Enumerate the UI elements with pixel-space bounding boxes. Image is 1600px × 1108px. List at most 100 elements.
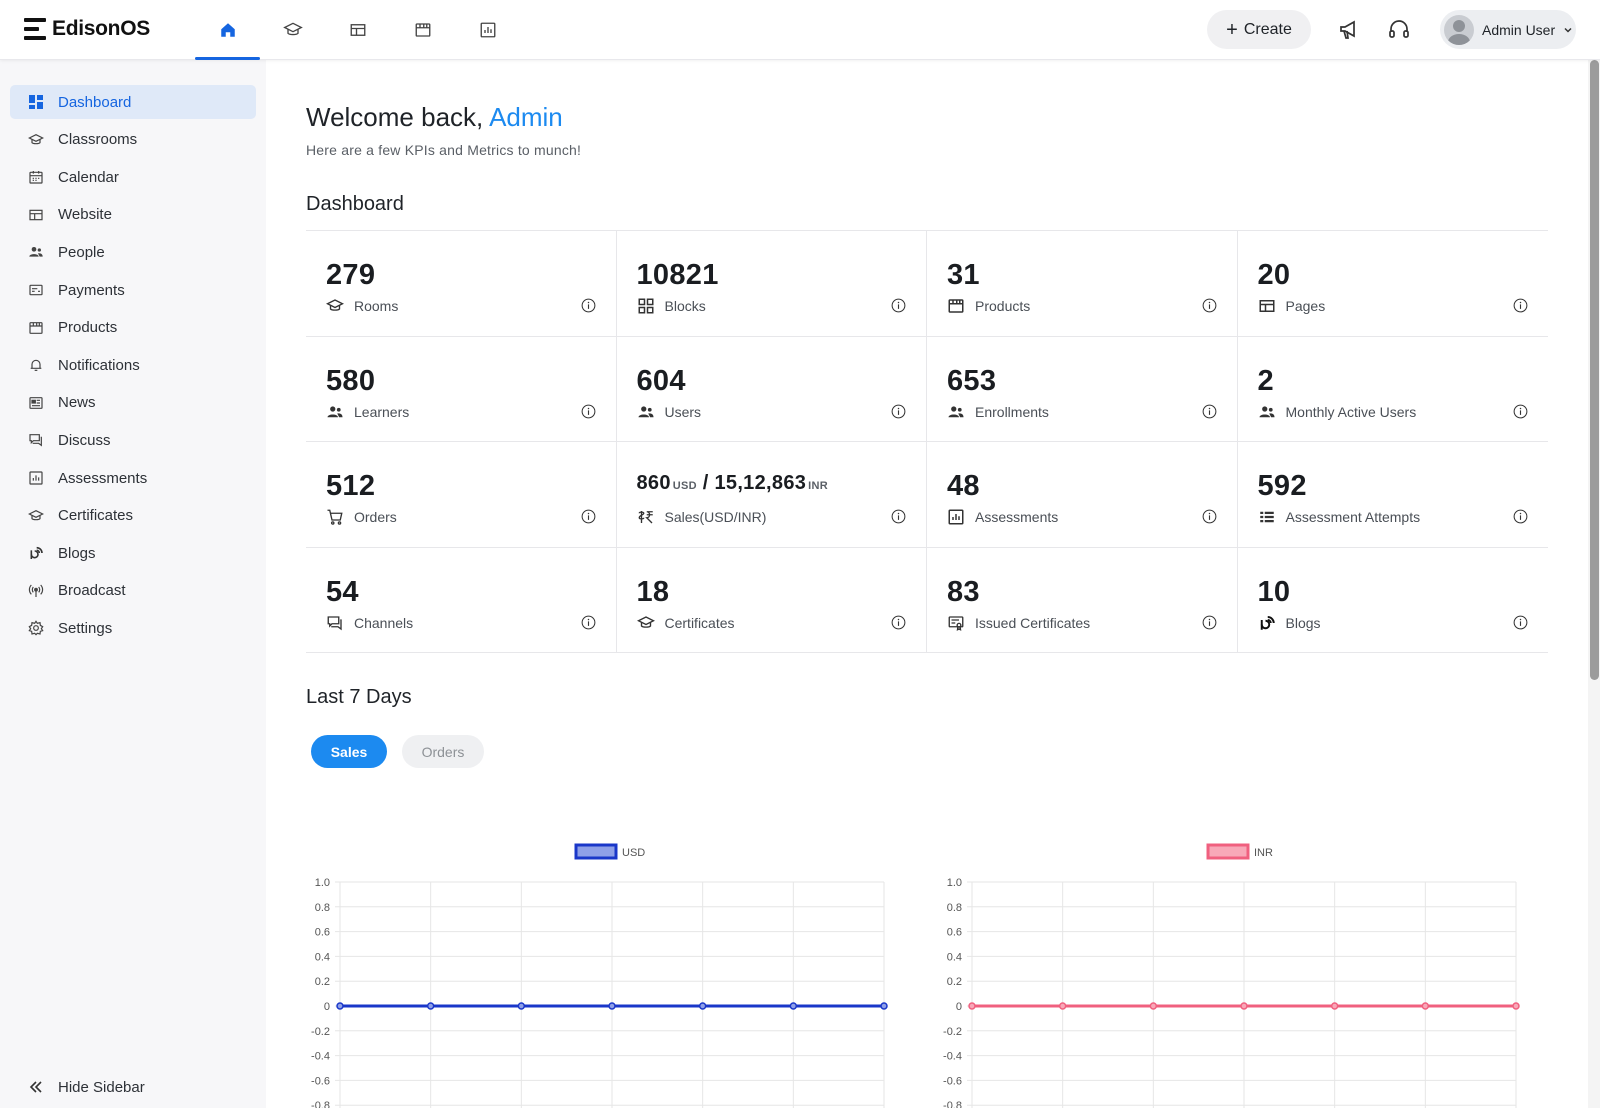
info-icon[interactable] bbox=[891, 298, 906, 313]
sidebar-item-certificates[interactable]: Certificates bbox=[10, 499, 256, 533]
sidebar-item-label: Website bbox=[58, 206, 112, 224]
graduation-cap-icon bbox=[282, 22, 303, 36]
sidebar-item-news[interactable]: News bbox=[10, 386, 256, 420]
kpi-grid: 279 Rooms 10821 Blocks 31 Products 20 Pa… bbox=[306, 230, 1548, 653]
data-point bbox=[517, 1002, 526, 1010]
info-icon[interactable] bbox=[891, 615, 906, 630]
data-point bbox=[1058, 1002, 1067, 1010]
kpi-card[interactable]: 10821 Blocks bbox=[616, 231, 927, 337]
y-tick-label: -0.2 bbox=[943, 1026, 962, 1038]
sidebar-item-website[interactable]: Website bbox=[10, 198, 256, 232]
info-icon[interactable] bbox=[1202, 404, 1217, 419]
info-icon[interactable] bbox=[1202, 615, 1217, 630]
sidebar-item-label: Settings bbox=[58, 619, 113, 637]
chat-icon bbox=[29, 434, 42, 447]
legend-label: INR bbox=[1254, 847, 1273, 859]
bar-chart-icon bbox=[480, 22, 495, 38]
info-icon[interactable] bbox=[1513, 404, 1528, 419]
info-icon[interactable] bbox=[1202, 298, 1217, 313]
top-bar: EdisonOS + Create Admin User bbox=[0, 0, 1600, 60]
sidebar-item-label: Products bbox=[58, 319, 118, 337]
y-tick-label: 0.2 bbox=[315, 976, 330, 988]
kpi-card[interactable]: 279 Rooms bbox=[306, 231, 617, 337]
user-menu[interactable]: Admin User bbox=[1440, 10, 1576, 49]
headset-icon[interactable] bbox=[1387, 18, 1411, 42]
topnav-classrooms[interactable] bbox=[260, 0, 325, 60]
dashboard-icon bbox=[29, 95, 43, 109]
calendar-icon bbox=[29, 171, 43, 184]
kpi-card[interactable]: 2 Monthly Active Users bbox=[1237, 337, 1548, 442]
hide-sidebar-button[interactable]: Hide Sidebar bbox=[10, 1070, 256, 1104]
sidebar-item-label: Discuss bbox=[58, 431, 111, 449]
data-point bbox=[336, 1002, 344, 1010]
create-button[interactable]: + Create bbox=[1207, 10, 1311, 49]
kpi-card[interactable]: 18 Certificates bbox=[616, 547, 927, 653]
sidebar-item-dashboard[interactable]: Dashboard bbox=[10, 85, 256, 119]
avatar bbox=[1444, 14, 1474, 45]
info-icon[interactable] bbox=[581, 509, 596, 524]
news-icon bbox=[29, 396, 43, 409]
kpi-label: Orders bbox=[354, 509, 397, 525]
topnav-reports[interactable] bbox=[455, 0, 520, 60]
people-icon bbox=[29, 247, 43, 258]
info-icon[interactable] bbox=[891, 509, 906, 524]
info-icon[interactable] bbox=[581, 404, 596, 419]
info-icon[interactable] bbox=[581, 298, 596, 313]
sidebar-item-label: Assessments bbox=[58, 469, 148, 487]
kpi-card[interactable]: 512 Orders bbox=[306, 442, 617, 548]
graduation-cap-icon bbox=[28, 133, 44, 144]
info-icon[interactable] bbox=[1513, 298, 1528, 313]
kpi-card[interactable]: 653 Enrollments bbox=[927, 336, 1238, 442]
sidebar-item-broadcast[interactable]: Broadcast bbox=[10, 574, 256, 608]
topnav-home[interactable] bbox=[195, 0, 260, 60]
sidebar-item-blogs[interactable]: Blogs bbox=[10, 536, 256, 570]
y-tick-label: -0.6 bbox=[943, 1075, 962, 1087]
info-icon[interactable] bbox=[1513, 615, 1528, 630]
sidebar-item-assessments[interactable]: Assessments bbox=[10, 461, 256, 495]
info-icon[interactable] bbox=[1202, 509, 1217, 524]
megaphone-icon[interactable] bbox=[1337, 18, 1361, 42]
info-icon[interactable] bbox=[1513, 509, 1528, 524]
info-icon[interactable] bbox=[581, 615, 596, 630]
sidebar-item-people[interactable]: People bbox=[10, 235, 256, 269]
kpi-card[interactable]: 860 USD / 15,12,863 INR Sales(USD/INR) bbox=[616, 442, 927, 548]
inr-sales-chart: 1.00.80.60.40.20-0.2-0.4-0.6-0.8-1.0Fri,… bbox=[938, 790, 1558, 1108]
sidebar-item-classrooms[interactable]: Classrooms bbox=[10, 123, 256, 157]
data-point bbox=[1421, 1002, 1430, 1010]
kpi-card[interactable]: 10 Blogs bbox=[1237, 548, 1548, 653]
data-point bbox=[426, 1002, 435, 1010]
kpi-card[interactable]: 604 Users bbox=[616, 336, 927, 442]
kpi-card[interactable]: 20 Pages bbox=[1237, 231, 1548, 337]
kpi-card[interactable]: 54 Channels bbox=[306, 547, 617, 653]
sidebar-item-products[interactable]: Products bbox=[10, 311, 256, 345]
topnav-website[interactable] bbox=[325, 0, 390, 60]
app-logo[interactable]: EdisonOS bbox=[24, 17, 150, 41]
kpi-card[interactable]: 83 Issued Certificates bbox=[927, 547, 1238, 653]
data-point bbox=[608, 1002, 616, 1010]
kpi-value: 653 bbox=[947, 364, 997, 397]
sidebar-item-discuss[interactable]: Discuss bbox=[10, 423, 256, 457]
kpi-card[interactable]: 580 Learners bbox=[306, 336, 617, 442]
scrollbar-thumb[interactable] bbox=[1590, 60, 1599, 680]
kpi-value: 18 bbox=[636, 575, 670, 608]
sidebar-item-notifications[interactable]: Notifications bbox=[10, 348, 256, 382]
kpi-card[interactable]: 48 Assessments bbox=[927, 442, 1238, 548]
sales-inr-value: 15,12,863 bbox=[714, 472, 807, 494]
sidebar-item-payments[interactable]: Payments bbox=[10, 273, 256, 307]
kpi-card[interactable]: 31 Products bbox=[927, 231, 1238, 337]
y-tick-label: 0.8 bbox=[315, 902, 330, 914]
topnav-store[interactable] bbox=[390, 0, 455, 60]
info-icon[interactable] bbox=[891, 404, 906, 419]
tab-sales[interactable]: Sales bbox=[311, 735, 387, 768]
blog-icon bbox=[1260, 615, 1275, 630]
kpi-card[interactable]: 592 Assessment Attempts bbox=[1237, 442, 1548, 548]
page-subtitle: Here are a few KPIs and Metrics to munch… bbox=[306, 142, 582, 158]
app-name: EdisonOS bbox=[52, 17, 150, 40]
y-tick-label: 0 bbox=[956, 1001, 962, 1013]
kpi-value: 592 bbox=[1257, 470, 1307, 502]
chart-tabs: Sales Orders bbox=[311, 735, 484, 768]
sidebar-item-settings[interactable]: Settings bbox=[10, 611, 256, 645]
sidebar-item-calendar[interactable]: Calendar bbox=[10, 160, 256, 194]
sidebar: Dashboard Classrooms Calendar Website Pe… bbox=[0, 60, 266, 1108]
tab-orders[interactable]: Orders bbox=[402, 735, 484, 768]
